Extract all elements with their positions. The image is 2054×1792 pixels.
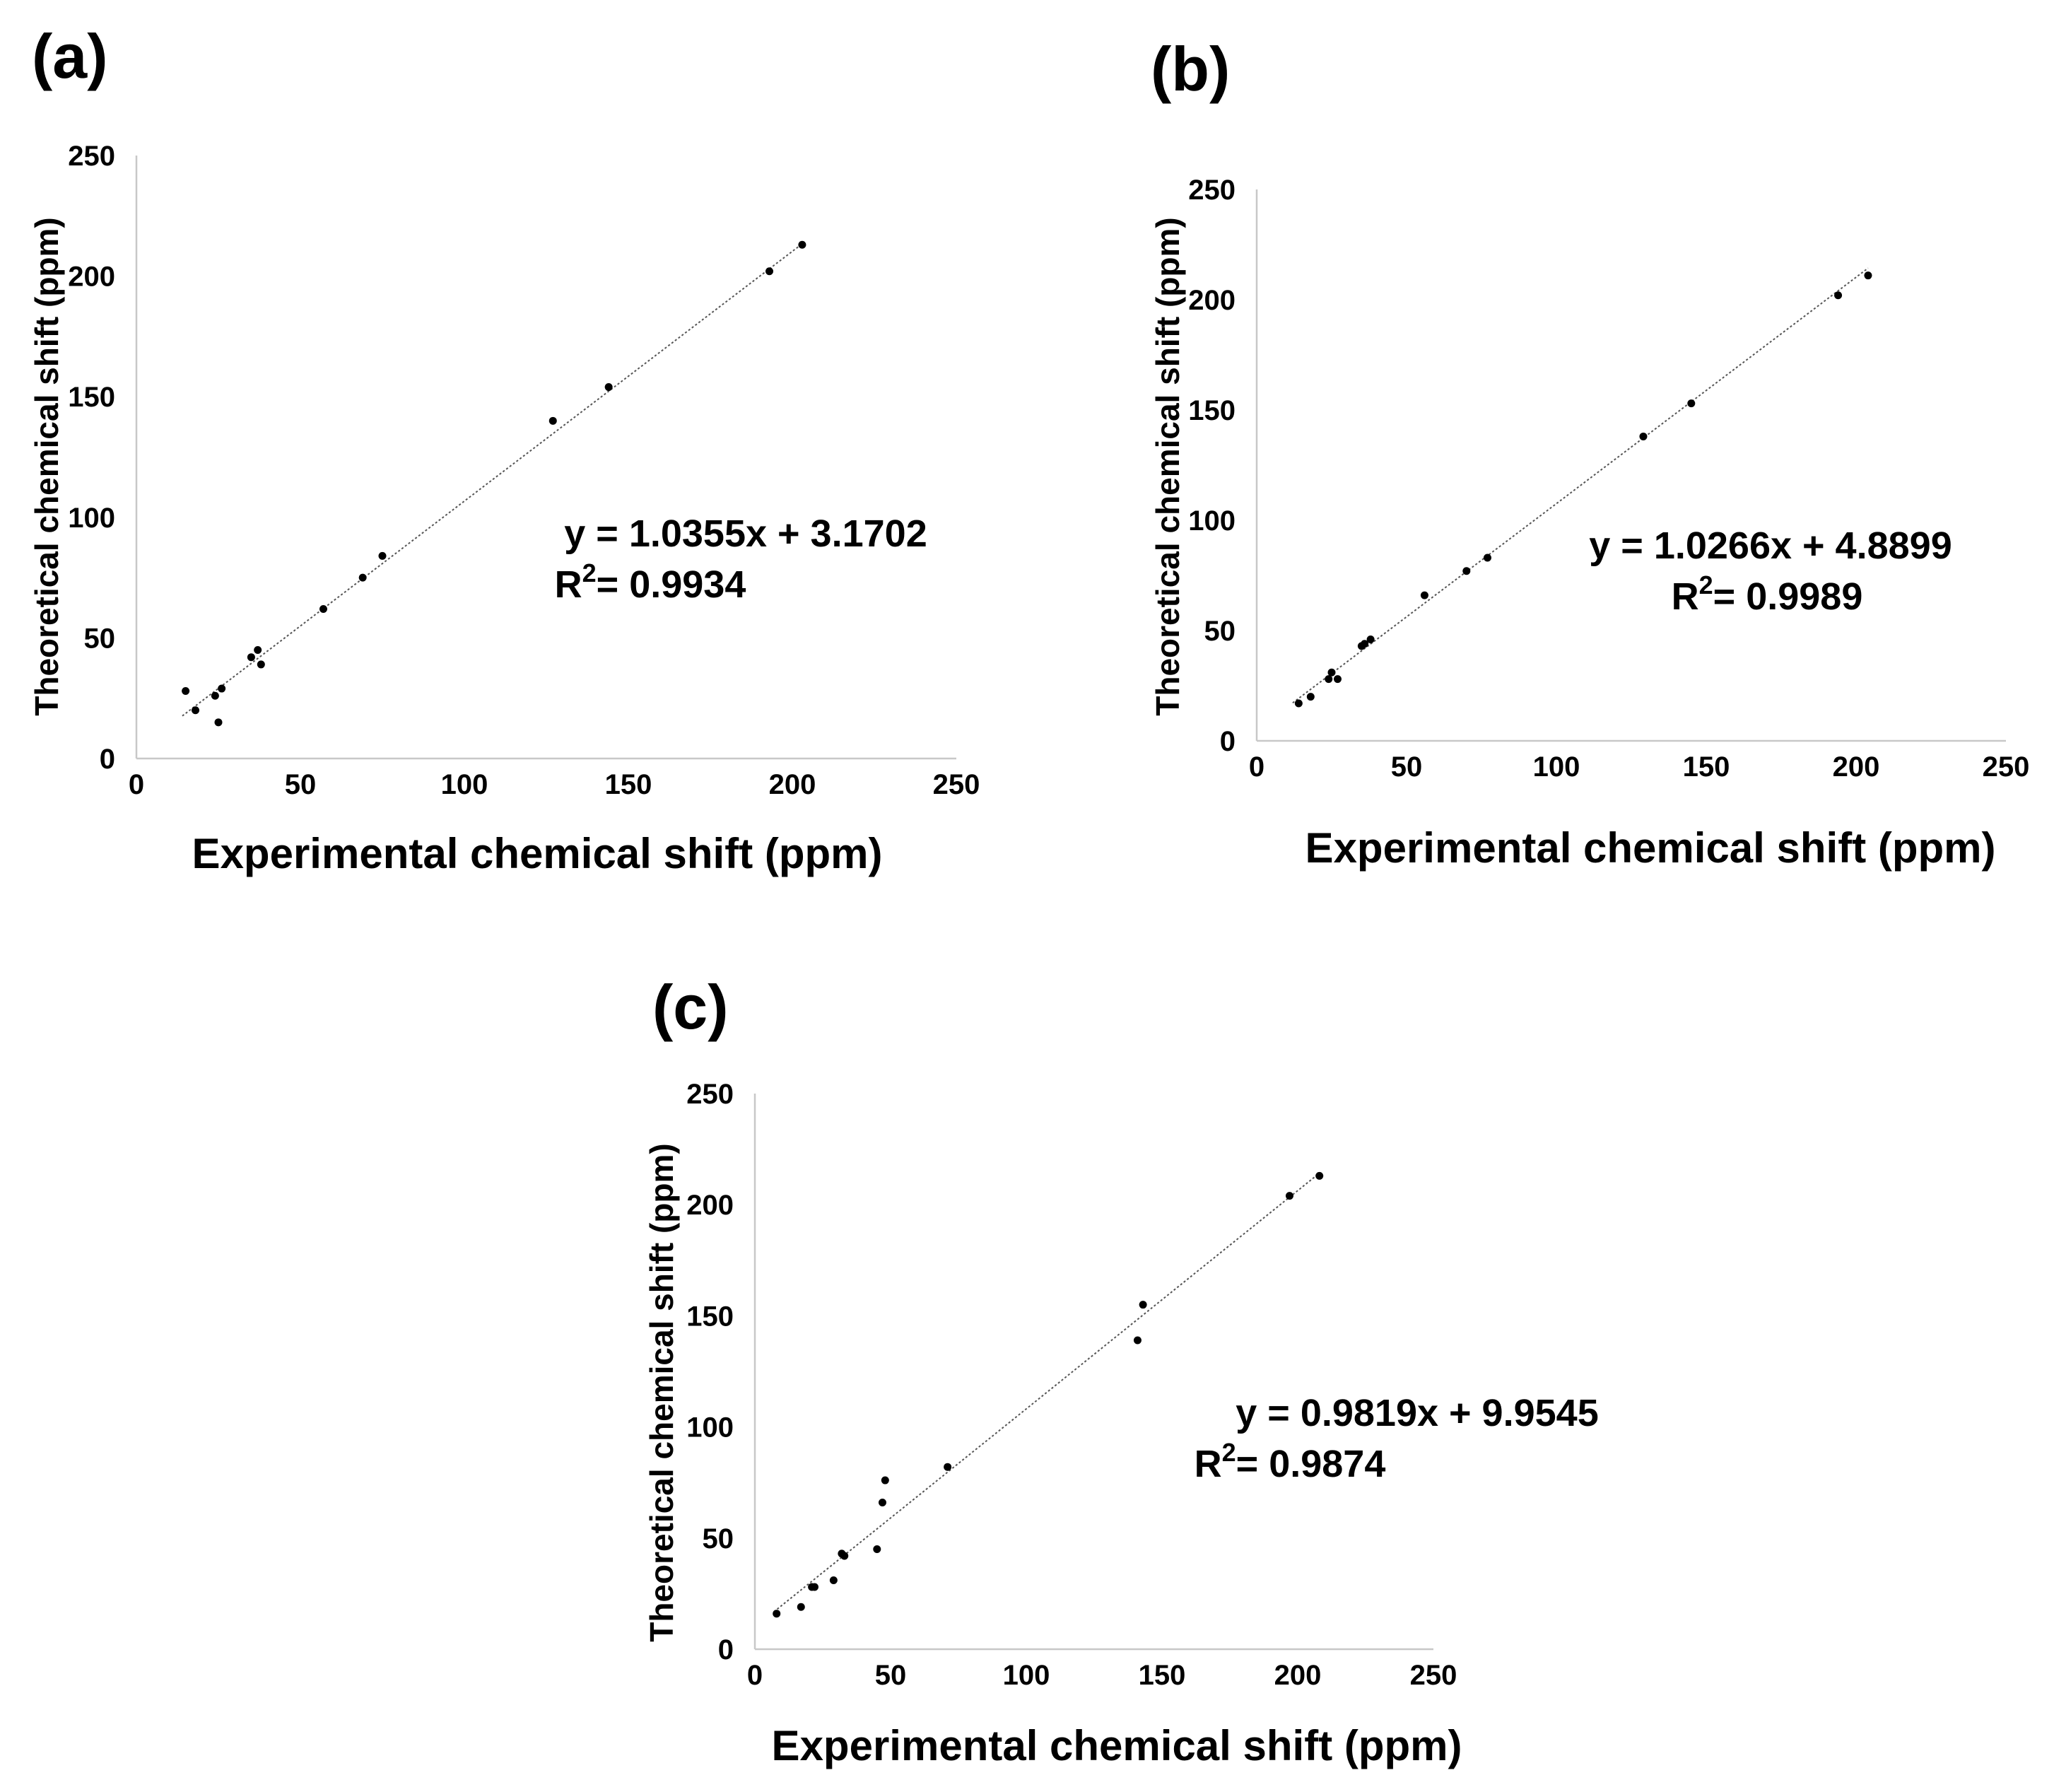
x-tick-label: 250 — [933, 769, 980, 800]
data-point — [1361, 640, 1369, 648]
regression-equation: y = 1.0266x + 4.8899 — [1589, 525, 1952, 567]
data-point — [1139, 1301, 1147, 1309]
data-point — [798, 240, 806, 249]
y-tick-label: 100 — [1188, 505, 1236, 537]
x-tick-label: 50 — [1391, 751, 1423, 783]
y-tick-label: 0 — [718, 1634, 734, 1665]
data-point — [218, 684, 226, 693]
data-point — [881, 1476, 889, 1484]
x-tick-label: 150 — [1683, 751, 1730, 783]
data-point — [773, 1610, 781, 1618]
x-tick-label: 100 — [1003, 1660, 1050, 1691]
r-squared-label: R2= 0.9989 — [1672, 570, 1863, 618]
r-squared-label: R2= 0.9874 — [1195, 1438, 1386, 1485]
y-tick-label: 200 — [1188, 285, 1236, 316]
data-point — [1315, 1171, 1324, 1180]
y-tick-label: 50 — [703, 1523, 734, 1554]
x-axis-title: Experimental chemical shift (ppm) — [772, 1722, 1462, 1769]
y-tick-label: 50 — [1204, 616, 1236, 647]
chart-panel-b: (b) 0 50 100 150 200 250 0 50 100 150 200 250 Experim… — [1149, 34, 2029, 872]
regression-equation: y = 1.0355x + 3.1702 — [564, 513, 927, 555]
data-point — [1639, 432, 1648, 440]
data-point — [1864, 271, 1872, 280]
data-point — [1483, 554, 1491, 562]
r-squared-label: R2= 0.9934 — [555, 558, 746, 606]
y-tick-label: 200 — [68, 262, 115, 293]
data-point — [1366, 635, 1375, 643]
y-tick-label: 0 — [100, 744, 115, 775]
data-point — [1687, 399, 1696, 408]
data-point — [1133, 1336, 1142, 1345]
data-point — [1834, 291, 1843, 300]
data-point — [604, 383, 613, 392]
y-tick-label: 0 — [1220, 726, 1236, 757]
panel-label-b: (b) — [1151, 34, 1230, 104]
data-point — [247, 653, 255, 662]
chart-panel-c: (c) 0 50 100 150 200 250 0 50 100 150 200 250 Experim… — [643, 972, 1599, 1769]
y-tick-label: 100 — [68, 503, 115, 534]
x-tick-label: 200 — [769, 769, 816, 800]
data-point — [840, 1552, 849, 1560]
data-point — [1294, 699, 1303, 708]
y-tick-label: 150 — [1188, 395, 1236, 426]
x-axis-title: Experimental chemical shift (ppm) — [192, 830, 883, 877]
chart-panel-a: (a) 0 50 100 150 200 250 0 50 100 150 200 250 Experim… — [28, 21, 980, 877]
data-point — [1333, 675, 1342, 684]
trend-line — [1292, 267, 1869, 704]
data-point — [182, 686, 190, 695]
data-point — [1325, 675, 1333, 684]
y-tick-label: 150 — [686, 1301, 734, 1332]
x-tick-label: 0 — [747, 1660, 763, 1691]
y-axis-title: Theoretical chemical shift (ppm) — [643, 1143, 680, 1641]
data-point — [873, 1545, 881, 1554]
data-point — [214, 718, 223, 727]
y-tick-label: 250 — [686, 1079, 734, 1110]
x-tick-label: 150 — [1139, 1660, 1186, 1691]
y-tick-label: 200 — [686, 1190, 734, 1221]
panel-label-c: (c) — [652, 972, 729, 1042]
data-point — [548, 416, 557, 425]
x-axis-title: Experimental chemical shift (ppm) — [1305, 824, 1996, 872]
data-point — [878, 1498, 886, 1506]
y-tick-label: 250 — [68, 141, 115, 172]
data-point — [257, 660, 265, 669]
y-axis-title: Theoretical chemical shift (ppm) — [1149, 217, 1186, 715]
y-tick-label: 250 — [1188, 175, 1236, 206]
x-tick-label: 50 — [285, 769, 317, 800]
regression-equation: y = 0.9819x + 9.9545 — [1236, 1392, 1598, 1434]
x-tick-label: 100 — [1533, 751, 1580, 783]
y-tick-label: 50 — [84, 623, 116, 654]
data-point — [1327, 668, 1336, 677]
data-point — [1420, 591, 1428, 599]
x-tick-label: 250 — [1410, 1660, 1457, 1691]
data-point — [765, 267, 774, 276]
x-tick-label: 50 — [875, 1660, 907, 1691]
data-point — [944, 1463, 952, 1471]
data-point — [1306, 693, 1315, 701]
data-point — [211, 691, 219, 700]
data-point — [810, 1583, 818, 1591]
panel-label-a: (a) — [32, 21, 108, 91]
data-point — [1285, 1192, 1293, 1200]
x-tick-label: 100 — [441, 769, 488, 800]
data-point — [254, 645, 262, 654]
data-point — [797, 1603, 805, 1611]
data-point — [829, 1576, 838, 1585]
data-point — [1462, 567, 1471, 575]
data-point — [192, 706, 200, 715]
data-point — [319, 604, 327, 613]
data-point — [358, 573, 367, 582]
x-tick-label: 200 — [1833, 751, 1880, 783]
data-point — [378, 551, 387, 560]
x-tick-label: 250 — [1983, 751, 2030, 783]
y-tick-label: 150 — [68, 382, 115, 413]
x-tick-label: 0 — [1249, 751, 1264, 783]
y-axis-title: Theoretical chemical shift (ppm) — [28, 217, 65, 715]
trend-line — [182, 243, 803, 717]
x-tick-label: 150 — [605, 769, 652, 800]
y-tick-label: 100 — [686, 1412, 734, 1443]
x-tick-label: 200 — [1274, 1660, 1322, 1691]
x-tick-label: 0 — [129, 769, 144, 800]
